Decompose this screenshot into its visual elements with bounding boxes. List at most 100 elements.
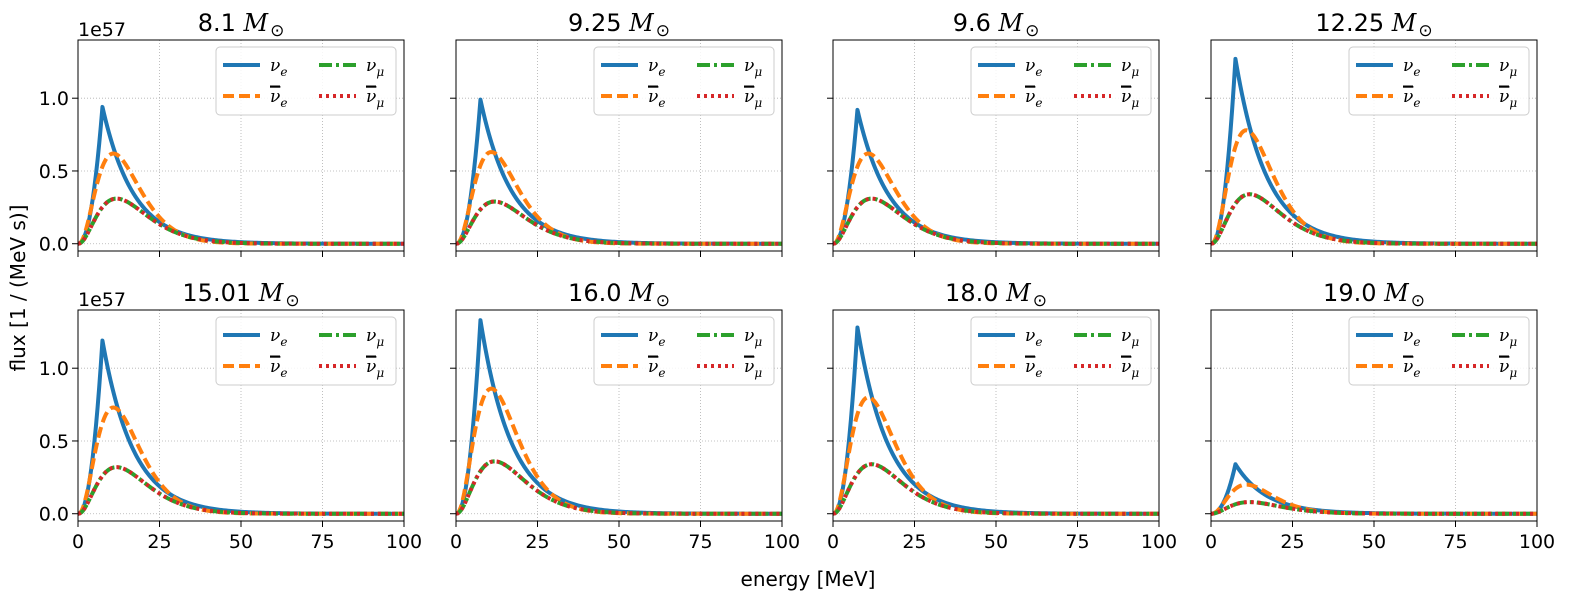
x-tick-label: 25 (902, 531, 926, 553)
legend-label: νμ (1499, 56, 1517, 79)
x-tick-label: 100 (386, 531, 422, 553)
legend: νe νe νμ νμ (593, 316, 775, 386)
legend-label: νe (1025, 56, 1042, 79)
panels: 0.0 0.5 1.0 1e57 8.1 M ⊙ νe νe νμ νμ 9.25 M ⊙ νe νe νμ… (39, 9, 1555, 553)
y-tick-label: 1.0 (39, 88, 69, 110)
subplot-2: 9.25 M ⊙ νe νe νμ νμ (450, 9, 783, 257)
legend-label: νμ (366, 326, 384, 349)
subplot-5: 0 25 50 75 100 0.0 0.5 1.0 1e57 15.01 M ⊙ νe νe νμ νμ (39, 279, 422, 553)
x-tick-label: 75 (1443, 531, 1467, 553)
legend-label: νe (648, 56, 665, 79)
y-tick-label: 0.5 (39, 161, 69, 183)
legend-label: νμ (366, 56, 384, 79)
legend-label: νμ (744, 326, 762, 349)
series-line-nubar_e (455, 150, 783, 246)
y-scale-label: 1e57 (78, 19, 126, 41)
legend-label: νμ (366, 87, 384, 110)
x-tick-label: 100 (764, 531, 800, 553)
series-line-nubar_mu (455, 199, 783, 246)
legend-label: νe (270, 87, 287, 110)
legend-label: νμ (1121, 357, 1139, 380)
subplot-1: 0.0 0.5 1.0 1e57 8.1 M ⊙ νe νe νμ νμ (39, 9, 405, 257)
x-tick-label: 50 (1362, 531, 1386, 553)
legend-label: νe (648, 87, 665, 110)
legend: νe νe νμ νμ (215, 316, 397, 386)
x-tick-label: 0 (72, 531, 84, 553)
legend: νe νe νμ νμ (593, 46, 775, 116)
x-tick-label: 100 (1519, 531, 1555, 553)
series-line-nu_mu (832, 462, 1160, 516)
legend-label: νe (1403, 326, 1420, 349)
legend-label: νμ (1121, 326, 1139, 349)
x-tick-label: 0 (1205, 531, 1217, 553)
x-tick-label: 25 (525, 531, 549, 553)
subplot-6: 0 25 50 75 100 16.0 M ⊙ νe νe νμ νμ (450, 279, 800, 553)
series-line-nubar_e (77, 151, 405, 246)
series-line-nubar_mu (832, 462, 1160, 516)
subplot-7: 0 25 50 75 100 18.0 M ⊙ νe νe νμ νμ (827, 279, 1177, 553)
x-tick-label: 75 (310, 531, 334, 553)
y-tick-label: 0.5 (39, 431, 69, 453)
subplot-title: 16.0 M ⊙ (568, 279, 670, 311)
legend-label: νe (1025, 357, 1042, 380)
series-line-nubar_mu (832, 196, 1160, 246)
series-line-nu_mu (1210, 192, 1538, 246)
y-tick-label: 1.0 (39, 358, 69, 380)
legend-label: νμ (1499, 87, 1517, 110)
legend-label: νμ (366, 357, 384, 380)
series-line-nubar_mu (1210, 500, 1538, 516)
legend: νe νe νμ νμ (215, 46, 397, 116)
legend: νe νe νμ νμ (1348, 46, 1530, 116)
legend-label: νe (1025, 87, 1042, 110)
x-tick-label: 75 (1065, 531, 1089, 553)
series-line-nubar_e (832, 151, 1160, 246)
legend-label: νe (648, 357, 665, 380)
subplot-title: 8.1 M ⊙ (198, 9, 285, 41)
x-tick-label: 0 (827, 531, 839, 553)
legend-label: νe (1403, 56, 1420, 79)
legend-label: νe (270, 357, 287, 380)
x-tick-label: 50 (607, 531, 631, 553)
legend-label: νe (648, 326, 665, 349)
subplot-3: 9.6 M ⊙ νe νe νμ νμ (827, 9, 1160, 257)
x-tick-label: 75 (688, 531, 712, 553)
subplot-title: 19.0 M ⊙ (1323, 279, 1425, 311)
legend: νe νe νμ νμ (970, 316, 1152, 386)
series-line-nu_e (1210, 462, 1538, 516)
legend-label: νe (1403, 357, 1420, 380)
subplot-title: 9.6 M ⊙ (953, 9, 1040, 41)
series-line-nubar_mu (77, 196, 405, 246)
y-tick-label: 0.0 (39, 504, 69, 526)
series-line-nu_mu (455, 199, 783, 246)
legend-label: νμ (1121, 56, 1139, 79)
x-axis-label: energy [MeV] (741, 567, 876, 591)
y-scale-label: 1e57 (78, 289, 126, 311)
legend-label: νμ (744, 56, 762, 79)
series-line-nubar_mu (455, 459, 783, 516)
legend-label: νe (270, 326, 287, 349)
x-tick-label: 100 (1141, 531, 1177, 553)
series-line-nu_mu (77, 465, 405, 516)
subplot-title: 15.01 M ⊙ (182, 279, 299, 311)
y-tick-label: 0.0 (39, 234, 69, 256)
legend-label: νe (270, 56, 287, 79)
subplot-title: 12.25 M ⊙ (1315, 9, 1432, 41)
subplot-8: 0 25 50 75 100 19.0 M ⊙ νe νe νμ νμ (1205, 279, 1555, 553)
x-tick-label: 25 (147, 531, 171, 553)
x-tick-label: 25 (1280, 531, 1304, 553)
legend: νe νe νμ νμ (1348, 316, 1530, 386)
legend-label: νμ (744, 87, 762, 110)
x-tick-label: 50 (229, 531, 253, 553)
legend-label: νμ (1121, 87, 1139, 110)
x-tick-label: 50 (984, 531, 1008, 553)
y-axis-label: flux [1 / (MeV s)] (6, 205, 30, 372)
subplot-4: 12.25 M ⊙ νe νe νμ νμ (1205, 9, 1538, 257)
legend-label: νe (1403, 87, 1420, 110)
subplot-title: 18.0 M ⊙ (945, 279, 1047, 311)
series-line-nubar_mu (1210, 192, 1538, 246)
legend-label: νμ (1499, 326, 1517, 349)
legend: νe νe νμ νμ (970, 46, 1152, 116)
legend-label: νμ (1499, 357, 1517, 380)
x-tick-label: 0 (450, 531, 462, 553)
